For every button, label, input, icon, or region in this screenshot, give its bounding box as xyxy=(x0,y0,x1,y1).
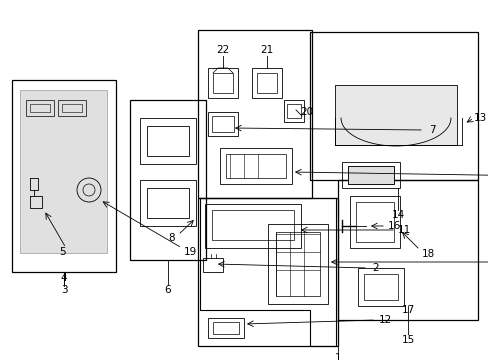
Text: 2: 2 xyxy=(372,263,379,273)
Bar xyxy=(220,148,291,184)
Bar xyxy=(147,126,189,156)
Bar xyxy=(309,32,477,180)
Bar xyxy=(130,100,205,260)
Bar xyxy=(225,154,285,178)
Text: 12: 12 xyxy=(378,315,391,325)
Text: 7: 7 xyxy=(428,125,434,135)
Bar xyxy=(349,196,399,248)
Text: 6: 6 xyxy=(164,285,171,295)
Bar xyxy=(207,68,238,98)
Bar xyxy=(147,188,189,218)
Bar xyxy=(363,274,397,300)
Bar xyxy=(257,73,276,93)
Bar xyxy=(198,30,311,198)
Bar xyxy=(347,166,393,184)
Bar xyxy=(26,100,54,116)
Bar xyxy=(213,322,239,334)
Text: 16: 16 xyxy=(386,221,400,231)
Bar xyxy=(284,100,304,122)
Text: 3: 3 xyxy=(61,285,67,295)
Bar xyxy=(212,210,293,240)
Bar xyxy=(20,90,107,253)
Bar xyxy=(203,258,223,272)
Text: 22: 22 xyxy=(216,45,229,55)
Bar xyxy=(286,104,301,118)
Text: 21: 21 xyxy=(260,45,273,55)
Bar xyxy=(140,180,196,226)
Text: 5: 5 xyxy=(59,247,65,257)
Bar xyxy=(213,73,232,93)
Text: 4: 4 xyxy=(61,273,67,283)
Text: 15: 15 xyxy=(401,335,414,345)
Bar xyxy=(267,224,327,304)
Text: 19: 19 xyxy=(183,247,196,257)
Bar xyxy=(251,68,282,98)
Text: 11: 11 xyxy=(397,225,410,235)
Bar xyxy=(357,268,403,306)
Bar xyxy=(58,100,86,116)
Text: 14: 14 xyxy=(390,210,404,220)
Bar xyxy=(62,104,82,112)
Bar xyxy=(334,85,456,145)
Text: 1: 1 xyxy=(334,353,341,360)
Text: 20: 20 xyxy=(300,107,313,117)
Text: 17: 17 xyxy=(401,305,414,315)
Bar xyxy=(347,166,393,184)
Bar xyxy=(355,202,393,242)
Bar xyxy=(207,318,244,338)
Bar xyxy=(212,116,234,132)
Bar xyxy=(275,232,319,296)
Bar xyxy=(12,80,116,272)
Bar xyxy=(30,104,50,112)
Bar xyxy=(341,162,399,188)
Bar xyxy=(204,204,301,248)
Bar xyxy=(337,180,477,320)
Bar xyxy=(140,118,196,164)
Text: 13: 13 xyxy=(472,113,486,123)
Text: 18: 18 xyxy=(421,249,434,259)
Bar xyxy=(198,198,337,346)
Bar xyxy=(207,112,238,136)
Text: 8: 8 xyxy=(168,233,175,243)
